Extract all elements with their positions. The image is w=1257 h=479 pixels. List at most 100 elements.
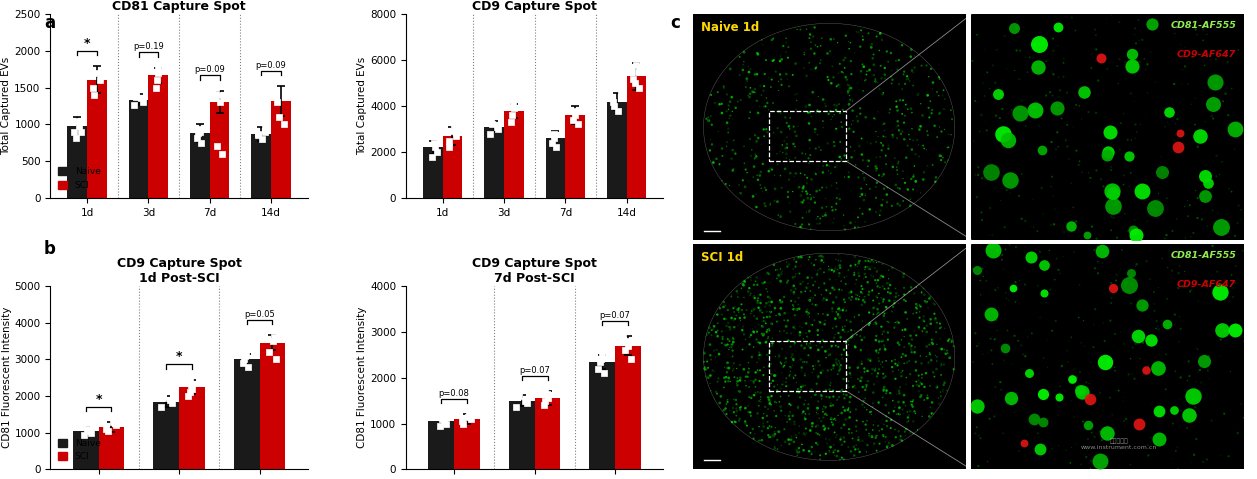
Point (838, 383, 859, 391)
Point (972, 216, 992, 224)
Point (1123, 344, 1143, 352)
Point (762, 423, 782, 431)
Point (921, 356, 941, 364)
Point (900, 429, 920, 436)
Point (835, 222, 855, 229)
Point (1183, 53, 1203, 61)
Point (872, 260, 892, 268)
Point (796, 397, 816, 404)
Point (896, 425, 916, 433)
Point (1052, 362, 1072, 369)
Point (772, 298, 792, 306)
Point (826, 256, 846, 263)
Point (993, 117, 1013, 125)
Point (710, 393, 730, 400)
Point (481, 118, 502, 126)
Point (744, 305, 764, 313)
Point (739, 393, 759, 401)
Point (967, 342, 987, 350)
Point (808, 310, 828, 318)
Point (801, 321, 821, 329)
Point (1185, 121, 1205, 128)
Point (754, 375, 774, 382)
Point (1079, 92, 1099, 100)
Point (810, 252, 830, 260)
Point (1121, 169, 1141, 177)
Point (889, 386, 909, 394)
Point (618, 337, 639, 345)
Point (126, 93, 146, 101)
Point (771, 76, 791, 83)
Point (771, 172, 791, 180)
Point (758, 128, 778, 136)
Point (870, 284, 890, 291)
Point (1175, 44, 1195, 51)
Bar (87, 80, 107, 198)
Point (704, 322, 724, 330)
Point (822, 418, 842, 426)
Point (830, 363, 850, 371)
Point (983, 246, 1003, 253)
Point (263, 337, 283, 345)
Y-axis label: Total Captured EVs: Total Captured EVs (357, 57, 367, 155)
Point (781, 208, 801, 216)
Bar (607, 102, 627, 198)
Point (733, 66, 753, 74)
Point (885, 360, 905, 367)
Point (1029, 122, 1050, 130)
Point (875, 345, 895, 353)
Point (762, 360, 782, 368)
Point (1048, 266, 1068, 274)
Bar (98, 427, 124, 469)
Point (901, 342, 921, 350)
Point (810, 456, 830, 463)
Point (701, 356, 722, 364)
Point (719, 407, 739, 414)
Point (1097, 65, 1117, 73)
Point (820, 162, 840, 170)
Point (799, 297, 820, 304)
Point (799, 101, 820, 109)
Point (696, 115, 716, 123)
Point (1109, 80, 1129, 87)
Point (973, 80, 993, 87)
Point (934, 381, 954, 389)
Point (934, 125, 954, 133)
Point (874, 89, 894, 97)
Point (808, 327, 828, 334)
Point (838, 101, 859, 108)
Point (425, 144, 445, 151)
Point (1033, 210, 1053, 218)
Point (1150, 153, 1170, 160)
Point (747, 274, 767, 281)
Point (826, 263, 846, 271)
Point (852, 151, 872, 159)
Point (866, 349, 886, 356)
Point (781, 170, 801, 177)
Point (867, 283, 887, 290)
Point (828, 305, 848, 313)
Point (784, 173, 804, 181)
Point (798, 309, 818, 317)
Point (804, 291, 825, 299)
Point (861, 408, 881, 416)
Point (874, 328, 894, 335)
Point (887, 107, 908, 114)
Point (846, 291, 866, 298)
Point (901, 343, 921, 351)
Point (729, 387, 749, 395)
Point (979, 231, 999, 239)
Point (1203, 100, 1223, 107)
Point (840, 408, 860, 416)
Point (815, 100, 835, 108)
Point (762, 370, 782, 378)
Point (763, 320, 783, 328)
Point (786, 60, 806, 68)
Point (926, 328, 947, 336)
Point (845, 452, 865, 459)
Point (1058, 358, 1079, 365)
Point (885, 356, 905, 364)
Point (832, 441, 852, 449)
Point (921, 336, 941, 343)
Point (871, 323, 891, 331)
